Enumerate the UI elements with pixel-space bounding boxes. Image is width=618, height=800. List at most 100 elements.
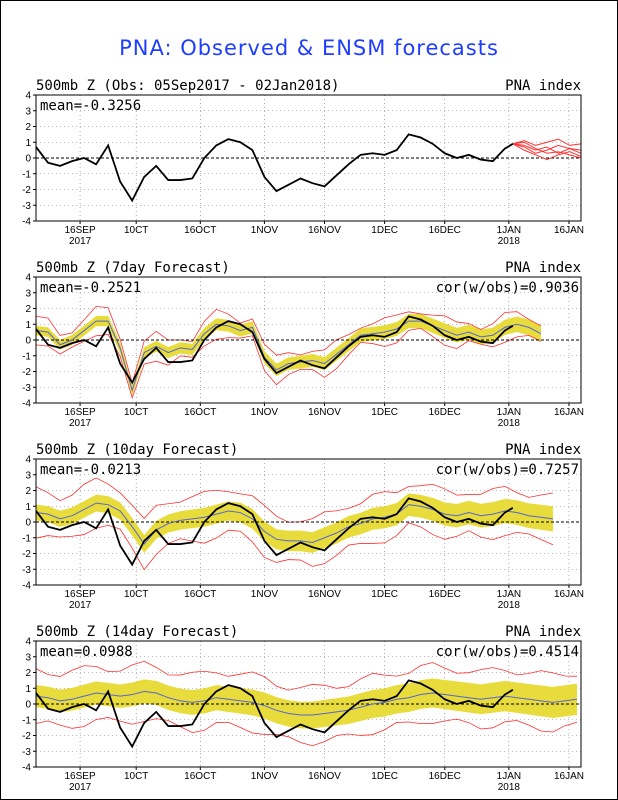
x-tick-label: 10CT <box>124 589 148 600</box>
ensemble-mean-line <box>35 320 542 393</box>
member-lower-line <box>35 717 578 747</box>
x-tick-label: 16DEC <box>429 225 461 236</box>
x-tick-label: 1NOV <box>251 589 279 600</box>
x-tick-label: 16NOV <box>308 589 341 600</box>
x-tick-year-label: 2018 <box>498 418 521 429</box>
y-tick-label: 1 <box>25 320 31 331</box>
x-tick-label: 1NOV <box>251 407 279 418</box>
x-tick-label: 1JAN <box>497 771 521 782</box>
chart-panel-4: 500mb Z (14day Forecast) PNA index mean=0.… <box>22 624 584 793</box>
y-tick-label: -2 <box>22 185 31 196</box>
y-tick-label: 2 <box>25 122 31 133</box>
x-tick-year-label: 2017 <box>69 236 92 247</box>
panel-title: 500mb Z (7day Forecast) <box>36 260 230 276</box>
panel-cor-label: cor(w/obs)=0.4514 <box>436 644 579 660</box>
panel-index-label: PNA index <box>505 260 581 276</box>
observed-line <box>35 133 514 203</box>
x-tick-label: 16SEP <box>65 225 96 236</box>
y-tick-label: 0 <box>25 154 31 165</box>
chart-panel-1: 500mb Z (Obs: 05Sep2017 - 02Jan2018) PNA … <box>22 78 584 247</box>
forecast-member-line <box>512 143 582 161</box>
y-tick-label: 2 <box>25 486 31 497</box>
x-tick-label: 16OCT <box>184 407 216 418</box>
observed-line <box>35 315 514 385</box>
x-tick-label: 10CT <box>124 771 148 782</box>
panel-cor-label: cor(w/obs)=0.9036 <box>436 280 579 296</box>
ensemble-mean-line <box>35 690 578 716</box>
x-tick-label: 16OCT <box>184 771 216 782</box>
x-tick-label: 16JAN <box>554 589 584 600</box>
y-tick-label: 4 <box>25 455 31 466</box>
x-tick-year-label: 2017 <box>69 600 92 611</box>
y-tick-label: -4 <box>22 581 31 592</box>
y-tick-label: -3 <box>22 383 31 394</box>
observed-line <box>35 497 514 567</box>
x-tick-label: 16NOV <box>308 225 341 236</box>
y-tick-label: 1 <box>25 138 31 149</box>
member-lower-line <box>35 522 554 571</box>
forecast-member-line <box>512 138 582 146</box>
member-upper-line <box>35 477 554 523</box>
x-tick-year-label: 2017 <box>69 418 92 429</box>
panel-title: 500mb Z (10day Forecast) <box>36 442 238 458</box>
x-tick-year-label: 2018 <box>498 236 521 247</box>
x-tick-label: 1NOV <box>251 225 279 236</box>
x-tick-label: 1JAN <box>497 225 521 236</box>
y-tick-label: 1 <box>25 684 31 695</box>
main-title: PNA: Observed & ENSM forecasts <box>119 36 499 60</box>
x-tick-label: 16JAN <box>554 225 584 236</box>
member-lower-line <box>35 327 542 400</box>
x-tick-label: 1JAN <box>497 589 521 600</box>
observed-line <box>35 679 514 749</box>
y-tick-label: -1 <box>22 533 31 544</box>
y-tick-label: -4 <box>22 399 31 410</box>
y-tick-label: 1 <box>25 502 31 513</box>
panel-mean-label: mean=0.0988 <box>40 644 133 660</box>
ensemble-spread-band <box>36 678 577 729</box>
y-tick-label: -4 <box>22 217 31 228</box>
x-tick-label: 16DEC <box>429 771 461 782</box>
y-tick-label: -3 <box>22 201 31 212</box>
x-tick-label: 1DEC <box>371 407 398 418</box>
panel-index-label: PNA index <box>505 624 581 640</box>
x-tick-label: 16NOV <box>308 407 341 418</box>
y-tick-label: 0 <box>25 336 31 347</box>
chart-panel-2: 500mb Z (7day Forecast) PNA index mean=-0.… <box>22 260 584 429</box>
x-tick-label: 16NOV <box>308 771 341 782</box>
x-tick-label: 16JAN <box>554 771 584 782</box>
x-tick-label: 16SEP <box>65 407 96 418</box>
y-tick-label: 4 <box>25 637 31 648</box>
y-tick-label: -1 <box>22 169 31 180</box>
x-tick-label: 1JAN <box>497 407 521 418</box>
panel-mean-label: mean=-0.3256 <box>40 98 141 114</box>
x-tick-label: 1DEC <box>371 589 398 600</box>
x-tick-label: 16OCT <box>184 589 216 600</box>
y-tick-label: 3 <box>25 652 31 663</box>
panel-cor-label: cor(w/obs)=0.7257 <box>436 462 579 478</box>
chart-panel-3: 500mb Z (10day Forecast) PNA index mean=-0… <box>22 442 584 611</box>
x-tick-year-label: 2017 <box>69 782 92 793</box>
panel-title: 500mb Z (Obs: 05Sep2017 - 02Jan2018) <box>36 78 339 94</box>
ensemble-mean-line <box>35 502 554 545</box>
y-tick-label: -2 <box>22 367 31 378</box>
y-tick-label: 3 <box>25 470 31 481</box>
y-tick-label: -3 <box>22 565 31 576</box>
ensemble-spread-band <box>36 313 541 396</box>
y-tick-label: 2 <box>25 668 31 679</box>
y-tick-label: 3 <box>25 106 31 117</box>
x-tick-label: 16OCT <box>184 225 216 236</box>
y-tick-label: 0 <box>25 518 31 529</box>
y-tick-label: -1 <box>22 351 31 362</box>
y-tick-label: 4 <box>25 273 31 284</box>
x-tick-year-label: 2018 <box>498 600 521 611</box>
x-tick-label: 1DEC <box>371 225 398 236</box>
x-tick-label: 16DEC <box>429 407 461 418</box>
panel-index-label: PNA index <box>505 78 581 94</box>
panel-mean-label: mean=-0.0213 <box>40 462 141 478</box>
x-tick-label: 16JAN <box>554 407 584 418</box>
member-upper-line <box>35 305 542 385</box>
ensemble-spread-band <box>36 493 553 553</box>
panel-title: 500mb Z (14day Forecast) <box>36 624 238 640</box>
forecast-member-line <box>512 143 582 154</box>
